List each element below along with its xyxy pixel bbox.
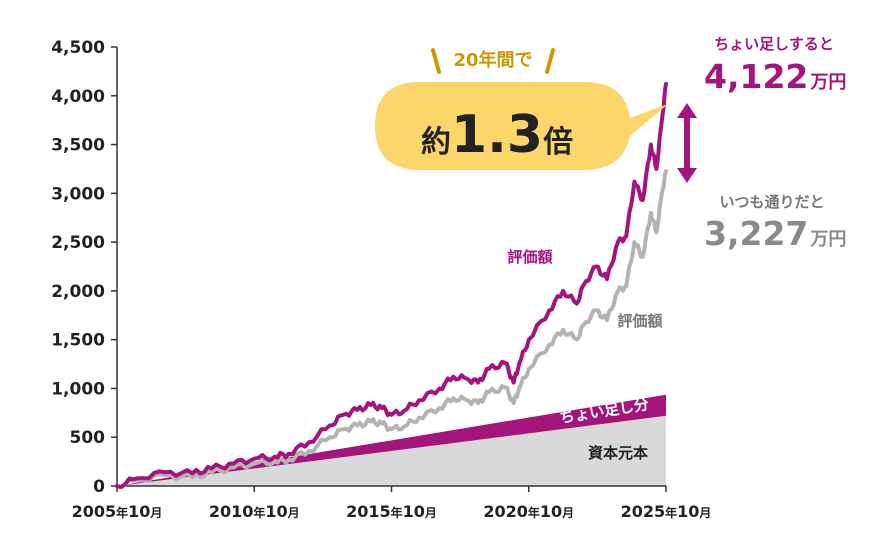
y-tick-label: 1,000 — [51, 379, 105, 399]
series-line-1 — [115, 81, 668, 489]
x-tick-label: 2005年10月 — [72, 502, 163, 521]
x-tick-label: 2015年10月 — [346, 502, 437, 521]
y-tick-label: 500 — [70, 428, 106, 448]
difference-arrow — [677, 103, 697, 183]
line-label-gray: 評価額 — [617, 312, 662, 330]
choi-label: ちょい足しすると — [714, 35, 834, 53]
y-tick-label: 4,000 — [51, 87, 105, 107]
lines-layer — [115, 81, 668, 490]
bubble-value: 1.3 — [451, 105, 543, 165]
choi-total: 4,122 万円 — [704, 57, 846, 96]
y-tick-label: 3,500 — [51, 136, 105, 156]
y-tick-label: 0 — [93, 477, 105, 497]
series-line-0 — [115, 169, 668, 490]
bubble-accent-left — [431, 48, 441, 74]
bubble-accent-right — [545, 48, 555, 74]
x-tick-label: 2010年10月 — [209, 502, 300, 521]
y-tick-label: 2,000 — [51, 282, 105, 302]
normal-value: 3,227 — [704, 214, 808, 253]
normal-unit: 万円 — [809, 229, 846, 250]
x-tick-label: 2025年10月 — [621, 502, 712, 521]
y-tick-label: 2,500 — [51, 233, 105, 253]
normal-label: いつも通りだと — [719, 193, 824, 211]
normal-total: 3,227 万円 — [704, 214, 846, 253]
y-tick-label: 4,500 — [51, 38, 105, 58]
y-tick-label: 3,000 — [51, 184, 105, 204]
y-tick-label: 1,500 — [51, 331, 105, 351]
choi-value: 4,122 — [704, 57, 808, 96]
base-label: 資本元本 — [588, 444, 648, 462]
choi-unit: 万円 — [809, 72, 846, 93]
axes-layer: 0 500 1,000 1,500 2,000 2,500 3,000 3,500 4,000 4… — [51, 38, 711, 521]
arrow-head-up — [677, 103, 697, 118]
bubble-top-text: 20年間で — [453, 49, 532, 71]
bubble-suffix: 倍 — [543, 125, 573, 160]
line-label-pink: 評価額 — [507, 248, 552, 266]
bubble-prefix: 約 — [421, 125, 451, 160]
bubble-shape — [375, 82, 668, 170]
x-tick-label: 2020年10月 — [483, 502, 574, 521]
ratio-bubble: 20年間で 約1.3倍 — [375, 48, 668, 170]
arrow-head-down — [677, 168, 697, 183]
bubble-main-text: 約1.3倍 — [421, 105, 573, 165]
area-1 — [117, 415, 666, 486]
